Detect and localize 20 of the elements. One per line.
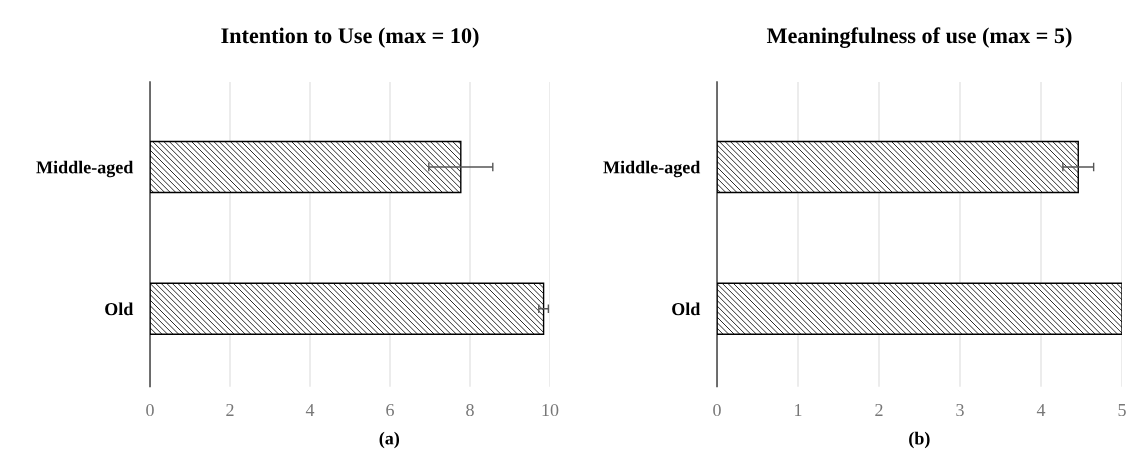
y-tick-label: Middle-aged xyxy=(603,160,701,178)
x-tick-label: 1 xyxy=(795,404,802,416)
x-tick-label: 5 xyxy=(1118,404,1126,417)
x-tick-label: 0 xyxy=(713,403,721,417)
text: (b) xyxy=(909,431,930,449)
x-tick-label: 10 xyxy=(542,403,559,417)
x-tick-label: 2 xyxy=(226,403,234,416)
x-tick-label: 4 xyxy=(1036,404,1046,416)
x-tick-label: 4 xyxy=(305,404,315,416)
x-tick-label: 3 xyxy=(956,403,964,417)
y-tick-label: Middle-aged xyxy=(36,160,134,178)
text: (a) xyxy=(379,431,400,449)
x-tick-label: 8 xyxy=(466,403,474,417)
x-tick-label: 0 xyxy=(146,403,154,417)
chart-title: Intention to Use (max = 10) xyxy=(221,27,479,48)
y-tick-label: Old xyxy=(105,302,134,316)
x-tick-label: 2 xyxy=(875,403,883,416)
x-tick-label: 6 xyxy=(386,403,394,417)
chart-title: Meaningfulness of use (max = 5) xyxy=(766,27,1072,48)
y-tick-label: Old xyxy=(672,302,701,316)
